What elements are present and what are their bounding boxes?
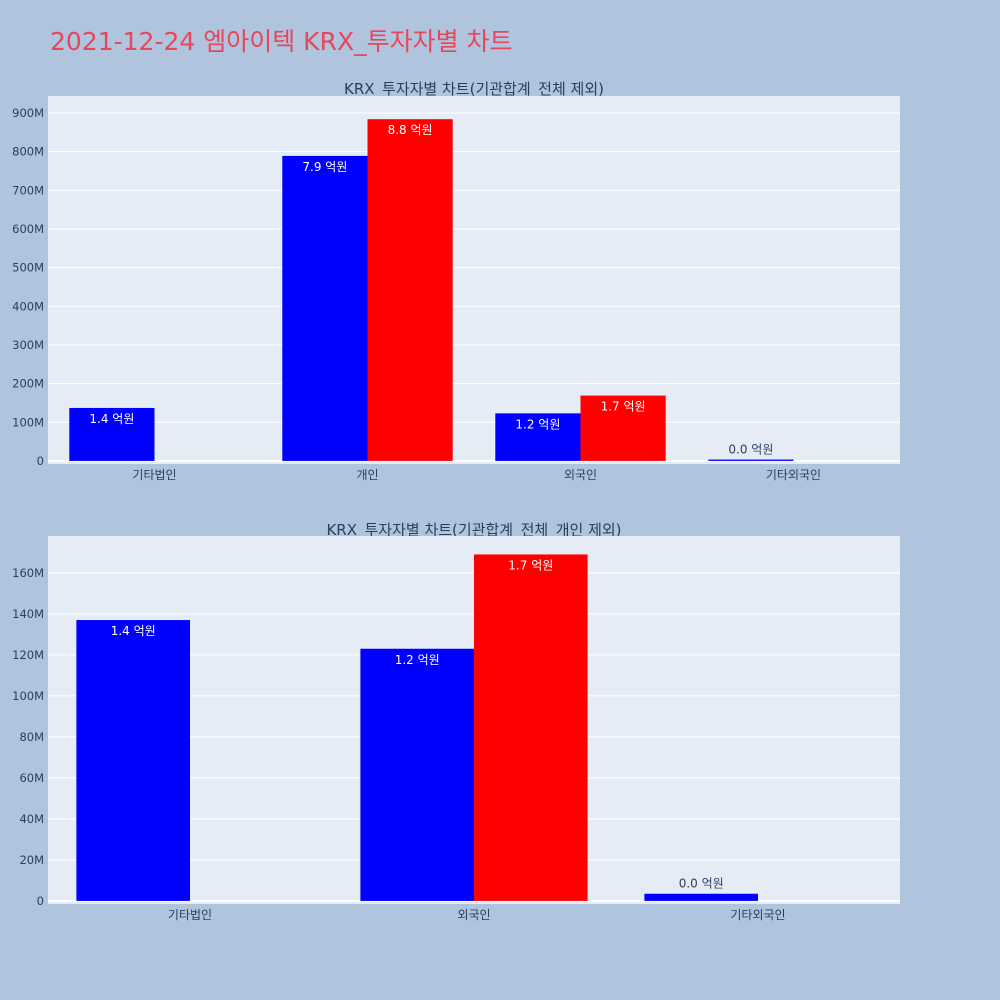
bar [76,620,190,901]
data-label: 1.2 억원 [395,653,440,667]
x-tick-label: 기타법인 [132,468,176,482]
y-tick-label: 500M [12,261,44,275]
y-tick-label: 160M [12,566,44,580]
y-tick-label: 100M [12,689,44,703]
y-tick-label: 20M [19,853,44,867]
plot-area [48,96,900,464]
x-tick-label: 외국인 [457,908,490,922]
x-tick-label: 외국인 [564,468,597,482]
y-tick-label: 400M [12,299,44,313]
x-tick-label: 기타외국인 [766,468,821,482]
data-label: 1.2 억원 [515,417,560,431]
x-tick-label: 기타법인 [168,908,212,922]
chart-investor-all: KRX_투자자별 차트(기관합계_전체 제외) 0 100M 200M 300M 400M… [12,80,900,482]
y-tick-label: 40M [19,812,44,826]
y-tick-label: 800M [12,145,44,159]
y-tick-label: 80M [19,730,44,744]
y-tick-label: 120M [12,648,44,662]
bar [580,395,666,461]
y-tick-label: 0 [37,894,44,908]
y-tick-label: 300M [12,338,44,352]
page-title: 2021-12-24 엠아이텍 KRX_투자자별 차트 [50,27,513,56]
bar [282,155,368,461]
bar [360,648,474,901]
bar [367,119,453,461]
y-tick-label: 600M [12,222,44,236]
data-label: 1.7 억원 [601,400,646,414]
chart-title: KRX_투자자별 차트(기관합계_전체_개인 제외) [326,521,621,540]
bar [708,459,794,461]
data-label: 0.0 억원 [679,877,724,891]
bar [495,413,581,461]
y-tick-label: 60M [19,771,44,785]
data-label: 8.8 억원 [388,123,433,137]
x-tick-label: 기타외국인 [730,908,785,922]
data-label: 1.7 억원 [508,558,553,572]
y-tick-label: 100M [12,415,44,429]
y-tick-label: 900M [12,106,44,120]
data-label: 1.4 억원 [89,412,134,426]
chart-title: KRX_투자자별 차트(기관합계_전체 제외) [344,80,604,99]
y-tick-label: 200M [12,377,44,391]
data-label: 7.9 억원 [302,160,347,174]
bar [644,893,758,901]
data-label: 1.4 억원 [111,624,156,638]
y-tick-label: 0 [37,454,44,468]
y-tick-label: 700M [12,183,44,197]
data-label: 0.0 억원 [728,443,773,457]
y-tick-label: 140M [12,607,44,621]
chart-investor-excl-individual: KRX_투자자별 차트(기관합계_전체_개인 제외) 0 20M 40M 60M 80M 1… [12,521,900,922]
bar [69,407,155,461]
bar [474,554,588,901]
x-tick-label: 개인 [356,468,378,482]
